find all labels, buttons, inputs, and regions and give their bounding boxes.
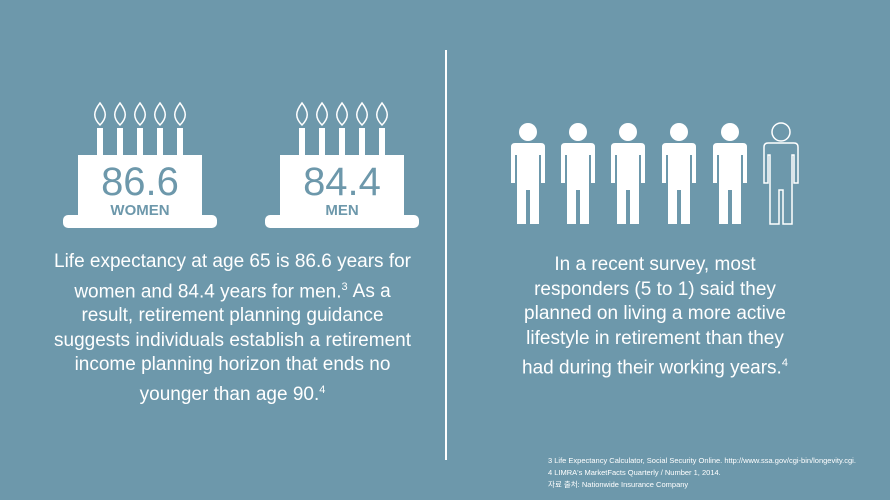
text: In a recent survey, most responders (5 t… [522, 254, 786, 379]
cake-label: WOMEN [110, 202, 169, 219]
person-icon [611, 123, 645, 224]
footnote-ref: 4 [319, 383, 326, 396]
flame [316, 101, 328, 127]
cake-number: 84.4 [303, 160, 381, 204]
person-icon [561, 123, 595, 224]
footnotes: 3 Life Expectancy Calculator, Social Sec… [548, 455, 856, 491]
head [670, 123, 688, 141]
candle [157, 128, 163, 155]
right-paragraph: In a recent survey, most responders (5 t… [510, 253, 800, 381]
head [569, 123, 587, 141]
head [519, 123, 537, 141]
candle [177, 128, 183, 155]
plate [265, 215, 419, 228]
body [561, 143, 595, 224]
footnote: 3 Life Expectancy Calculator, Social Sec… [548, 456, 856, 465]
flame [94, 101, 106, 127]
footnote-ref: 3 [341, 280, 348, 293]
body [763, 142, 799, 225]
person-icon [713, 123, 747, 224]
flame [356, 101, 368, 127]
flame [154, 101, 166, 127]
cake-body [280, 155, 404, 217]
candle [319, 128, 325, 155]
candle [137, 128, 143, 155]
candle [339, 128, 345, 155]
candle [117, 128, 123, 155]
person-icon [511, 123, 545, 224]
flame [174, 101, 186, 127]
text: Life expectancy at age 65 is 86.6 years … [54, 251, 411, 302]
flame [336, 101, 348, 127]
candle [299, 128, 305, 155]
cake-body [78, 155, 202, 217]
flame [134, 101, 146, 127]
flame [376, 101, 388, 127]
candle [97, 128, 103, 155]
plate [63, 215, 217, 228]
person-icon [763, 122, 799, 225]
text: As a result, retirement planning guidanc… [54, 280, 411, 406]
footnote-ref: 4 [781, 357, 788, 369]
flame [114, 101, 126, 127]
body [713, 143, 747, 224]
footnote: 4 LIMRA's MarketFacts Quarterly / Number… [548, 468, 721, 477]
people [511, 122, 799, 225]
head [619, 123, 637, 141]
flame [296, 101, 308, 127]
cake-number: 86.6 [101, 160, 179, 204]
candle [359, 128, 365, 155]
person-icon [662, 123, 696, 224]
footnote: 자료 출처: Nationwide Insurance Company [548, 480, 689, 489]
body [662, 143, 696, 224]
body [511, 143, 545, 224]
head [771, 122, 791, 142]
head [721, 123, 739, 141]
left-paragraph: Life expectancy at age 65 is 86.6 years … [50, 250, 415, 408]
body [611, 143, 645, 224]
cake-label: MEN [325, 202, 358, 219]
candle [379, 128, 385, 155]
